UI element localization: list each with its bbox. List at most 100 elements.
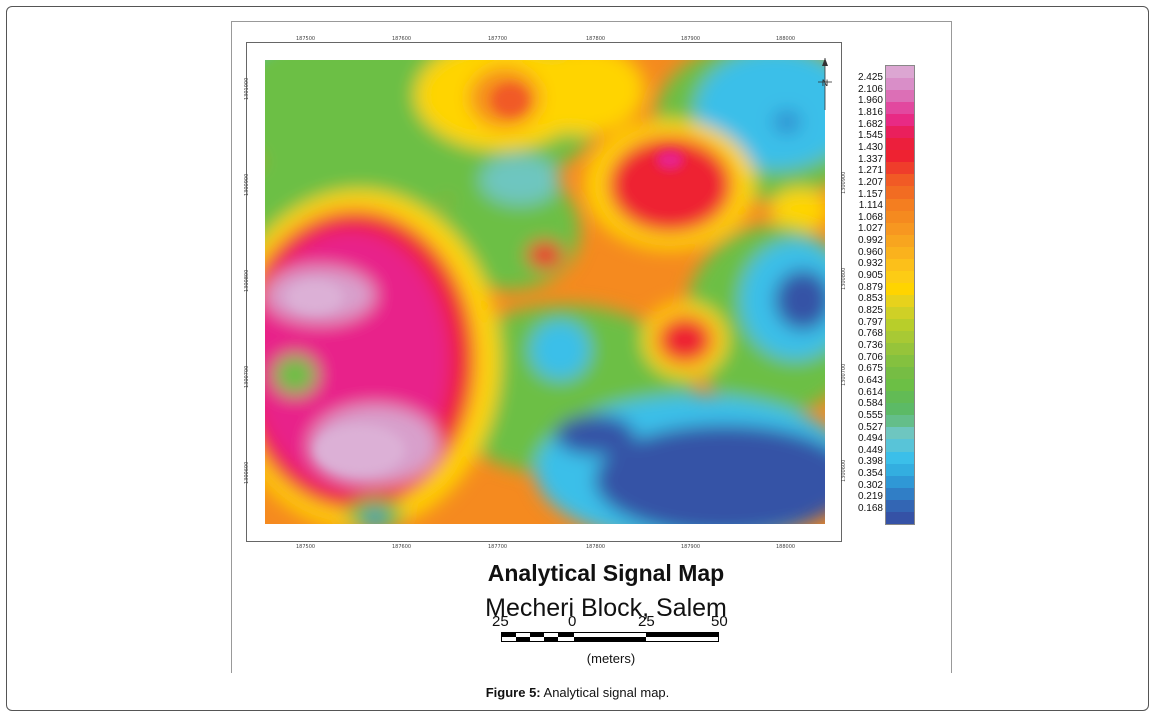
legend-swatch [886, 282, 914, 295]
legend-value: 0.584 [857, 398, 883, 410]
legend-value: 0.675 [857, 363, 883, 375]
map-peak-cores [287, 84, 684, 475]
y-tick-label: 1301000 [244, 77, 250, 100]
legend-value: 1.114 [858, 200, 883, 212]
legend-value: 1.337 [857, 153, 883, 165]
x-tick-label: 187900 [681, 544, 701, 550]
legend-value: 0.797 [857, 316, 883, 328]
x-tick-label: 187500 [296, 36, 316, 42]
analytical-signal-contour-map [265, 60, 825, 524]
x-tick-label: 188000 [776, 36, 796, 42]
legend-value: 1.682 [857, 118, 883, 130]
legend-value: 1.960 [857, 95, 883, 107]
legend-swatch [886, 246, 914, 259]
legend-value: 0.302 [857, 479, 883, 491]
legend-swatch [886, 258, 914, 271]
legend-swatch [886, 367, 914, 380]
y-tick-label: 1300800 [244, 269, 250, 292]
legend-swatch [886, 403, 914, 416]
legend-value: 0.905 [857, 270, 883, 282]
legend-value: 0.853 [857, 293, 883, 305]
legend-value: 1.157 [857, 188, 883, 200]
legend-value: 0.614 [857, 386, 883, 398]
x-tick-label: 187700 [488, 544, 508, 550]
legend-swatch [886, 391, 914, 404]
legend-swatch [886, 355, 914, 368]
scale-bar [501, 632, 719, 642]
x-tick-label: 187600 [392, 36, 412, 42]
legend-value: 0.706 [857, 351, 883, 363]
legend-value: 2.425 [857, 72, 883, 83]
legend-swatch [886, 222, 914, 235]
legend-swatch [886, 294, 914, 307]
legend-value: 1.027 [857, 223, 883, 235]
legend-value: 1.207 [857, 176, 883, 188]
x-tick-label: 187900 [681, 36, 701, 42]
legend-swatch [886, 318, 914, 332]
legend-swatch [886, 150, 914, 163]
caption-text: Analytical signal map. [540, 685, 670, 700]
legend-swatch [886, 174, 914, 187]
x-tick-label: 187800 [586, 544, 606, 550]
y-tick-label: 1300600 [244, 461, 250, 484]
legend-swatch [886, 210, 914, 223]
y-tick-label: 1300800 [841, 267, 847, 290]
figure-caption: Figure 5: Analytical signal map. [0, 685, 1155, 700]
legend-value: 0.960 [857, 246, 883, 258]
legend-value: 0.768 [857, 328, 883, 340]
legend-value: 1.271 [857, 165, 883, 177]
legend-value: 0.992 [857, 235, 883, 247]
map-subtitle: Mecheri Block, Salem [485, 594, 727, 622]
legend-swatch [886, 439, 914, 452]
legend-swatch [886, 138, 914, 151]
legend-value: 0.825 [857, 305, 883, 316]
legend-swatch [886, 475, 914, 488]
legend-value: 0.449 [857, 444, 883, 456]
scale-label: 0 [568, 613, 577, 630]
legend-value: 0.555 [857, 409, 883, 421]
legend-swatch [886, 499, 914, 512]
legend-swatch [886, 114, 914, 127]
legend-swatch [886, 379, 914, 392]
x-tick-label: 187600 [392, 544, 412, 550]
y-tick-label: 1300900 [244, 173, 250, 196]
legend-value: 0.879 [857, 281, 883, 293]
scale-units: (meters) [586, 651, 636, 666]
legend-swatch [886, 126, 914, 139]
legend-swatch [886, 511, 914, 524]
legend-swatch [886, 102, 914, 115]
legend-swatch [886, 90, 914, 103]
legend-swatch [886, 415, 914, 428]
figure-container [6, 6, 1149, 711]
legend-swatch [886, 487, 914, 500]
legend-swatch [886, 451, 914, 464]
x-tick-label: 188000 [776, 544, 796, 550]
legend-swatch [886, 463, 914, 476]
north-arrow-icon: N [818, 58, 832, 110]
x-tick-label: 187800 [586, 36, 606, 42]
legend-value: 1.430 [857, 141, 883, 153]
y-tick-label: 1300600 [841, 459, 847, 482]
y-tick-label: 1300900 [841, 171, 847, 194]
color-scale-bar [885, 65, 915, 525]
legend-swatch [886, 331, 914, 344]
legend-swatch [886, 306, 914, 319]
scale-label: 25 [638, 613, 655, 630]
scale-label: 50 [711, 613, 728, 630]
legend-swatch [886, 198, 914, 211]
legend-value: 0.643 [857, 374, 883, 386]
scale-label: 25 [492, 613, 509, 630]
legend-value: 1.068 [857, 211, 883, 223]
north-label: N [822, 79, 829, 89]
legend-swatch [886, 427, 914, 440]
legend-value: 0.527 [857, 421, 883, 433]
legend-swatch [886, 78, 914, 91]
y-tick-label: 1300700 [244, 365, 250, 388]
legend-swatch [886, 234, 914, 247]
legend-value: 2.106 [857, 83, 883, 95]
y-tick-label: 1300700 [841, 363, 847, 386]
legend-value: 0.354 [857, 468, 883, 480]
legend-swatch [886, 186, 914, 199]
legend-swatch [886, 343, 914, 356]
legend-value: 0.494 [857, 433, 883, 445]
